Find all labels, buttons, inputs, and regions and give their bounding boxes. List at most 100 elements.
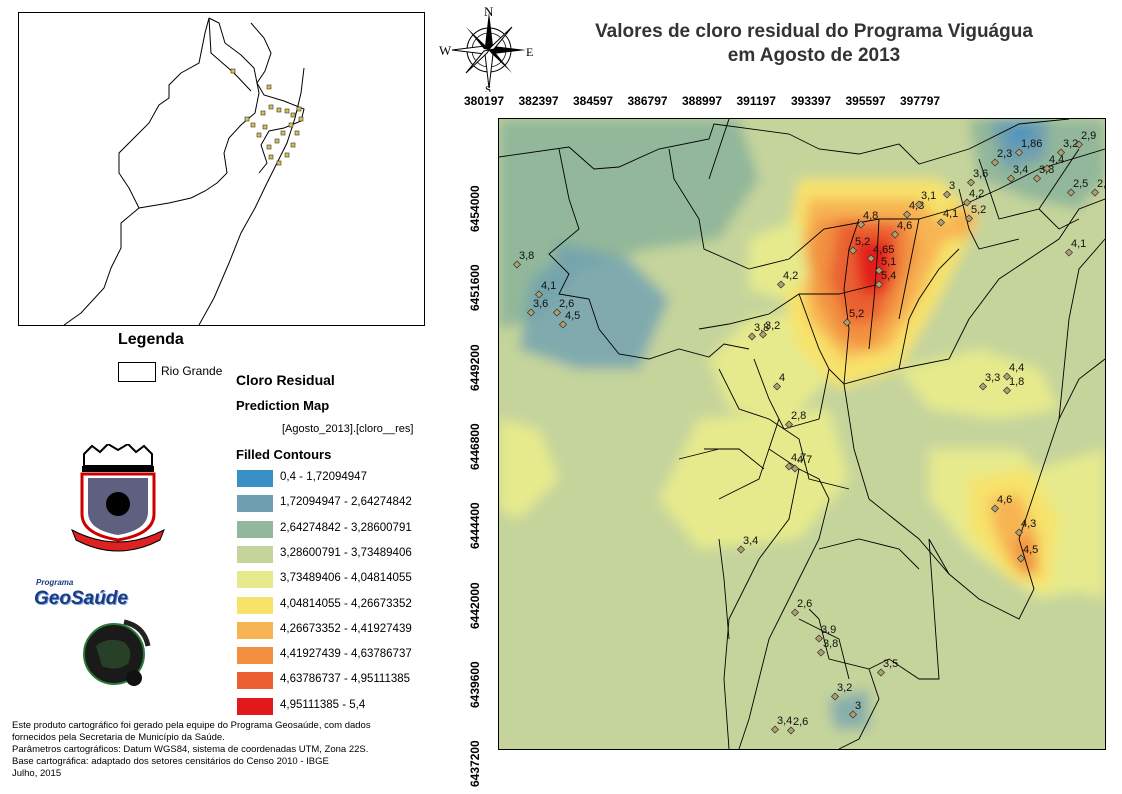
sample-point-label: 4,3 bbox=[1021, 518, 1036, 530]
sample-point-marker bbox=[1006, 174, 1016, 183]
layer-subtitle: Prediction Map bbox=[236, 398, 330, 413]
sample-point-marker bbox=[1064, 248, 1074, 257]
sample-point-marker bbox=[534, 290, 544, 299]
sample-point-label: 5,2 bbox=[849, 308, 864, 320]
sample-point-marker bbox=[936, 218, 946, 227]
geosaude-logo-text: GeoSaúde bbox=[34, 588, 128, 609]
sample-point-marker bbox=[848, 710, 858, 719]
sample-point-marker bbox=[942, 190, 952, 199]
sample-point-marker bbox=[1074, 140, 1084, 149]
sample-point-label: 4,7 bbox=[791, 452, 806, 464]
sample-point-marker bbox=[784, 420, 794, 429]
sample-point-marker bbox=[814, 634, 824, 643]
sample-point-marker bbox=[966, 178, 976, 187]
compass-rose-icon: N S W E bbox=[438, 2, 542, 96]
prediction-map-svg: 3,84,13,6 2,64,53,83,24,242,84,74,73,42,6… bbox=[499, 119, 1105, 749]
legend-swatch bbox=[237, 545, 273, 563]
sample-point-marker bbox=[552, 308, 562, 317]
sample-point-label: 4,1 bbox=[541, 280, 556, 292]
x-tick-label: 386797 bbox=[627, 94, 668, 108]
x-tick-label: 384597 bbox=[573, 94, 614, 108]
sample-point-label: 5,2 bbox=[971, 204, 986, 216]
legend-swatch bbox=[237, 495, 273, 513]
sample-point-label: 3,4 bbox=[743, 535, 758, 547]
legend-class-label: 4,26673352 - 4,41927439 bbox=[280, 622, 412, 635]
x-tick-label: 382397 bbox=[518, 94, 559, 108]
sample-point-marker bbox=[770, 725, 780, 734]
sample-point-marker bbox=[1056, 148, 1066, 157]
sample-point-label: 2,5 bbox=[1097, 178, 1105, 190]
sample-point-marker bbox=[1016, 554, 1026, 563]
sample-point-label: 4,6 bbox=[897, 220, 912, 232]
sample-point-label: 4,1 bbox=[943, 208, 958, 220]
sample-point-label: 3,2 bbox=[1063, 138, 1078, 150]
sample-point-label: 3 bbox=[949, 180, 955, 192]
inset-locator-map bbox=[18, 12, 425, 326]
legend-swatch bbox=[237, 470, 273, 487]
boundary-legend-swatch bbox=[118, 362, 156, 382]
sample-point-label: 2,3 bbox=[997, 148, 1012, 160]
municipal-coat-of-arms-logo bbox=[68, 442, 168, 556]
sample-point-label: 3,8 bbox=[519, 250, 534, 262]
prediction-map: 3,8 4,1 3,6 2,6 4,5 3,8 3,2 4,2 4 2,8 4,7 4,7 3,4 2,6… bbox=[498, 118, 1106, 750]
legend-class-label: 0,4 - 1,72094947 bbox=[280, 471, 367, 483]
credits-line: fornecidos pela Secretaria de Município … bbox=[12, 732, 225, 743]
sample-point-label: 5,2 bbox=[855, 236, 870, 248]
legend-class-label: 2,64274842 - 3,28600791 bbox=[280, 521, 412, 534]
sample-point-label: 1,8 bbox=[1009, 376, 1024, 388]
legend-class-label: 3,28600791 - 3,73489406 bbox=[280, 546, 412, 559]
sample-point-marker bbox=[786, 726, 796, 735]
legend-swatch bbox=[237, 672, 273, 690]
contour-surface bbox=[499, 119, 1105, 749]
credits-line: Este produto cartográfico foi gerado pel… bbox=[12, 720, 371, 731]
layer-title: Cloro Residual bbox=[236, 372, 335, 388]
sample-point-marker bbox=[876, 668, 886, 677]
sample-point-label: 3,4 bbox=[777, 715, 792, 727]
sample-point-label: 4,65 bbox=[873, 244, 894, 256]
legend-swatch bbox=[237, 647, 273, 665]
geosaude-logo-top-text: Programa bbox=[36, 578, 74, 587]
inset-coast-line bbox=[198, 67, 305, 326]
sample-point-marker bbox=[990, 504, 1000, 513]
sample-point-marker bbox=[964, 214, 974, 223]
y-tick-label: 6439600 bbox=[468, 661, 482, 708]
sample-point-label: 3,4 bbox=[1013, 164, 1028, 176]
sample-point-label: 5,4 bbox=[881, 270, 896, 282]
x-tick-label: 397797 bbox=[900, 94, 941, 108]
sample-point-marker bbox=[790, 464, 800, 473]
sample-point-marker bbox=[558, 320, 568, 329]
sample-point-label: 4,4 bbox=[1009, 362, 1024, 374]
legend-class-label: 4,41927439 - 4,63786737 bbox=[280, 648, 412, 661]
credits-line: Julho, 2015 bbox=[12, 768, 62, 779]
contours-title: Filled Contours bbox=[236, 447, 332, 462]
legend-class-label: 3,73489406 - 4,04814055 bbox=[280, 572, 412, 585]
sample-point-marker bbox=[830, 692, 840, 701]
sample-point-marker bbox=[526, 308, 536, 317]
sample-point-label: 5,1 bbox=[881, 256, 896, 268]
legend-swatch bbox=[237, 571, 273, 589]
sample-point-marker bbox=[1002, 372, 1012, 381]
map-title-line2: em Agosto de 2013 bbox=[727, 45, 901, 66]
legend-swatch bbox=[237, 621, 273, 639]
sample-point-marker bbox=[874, 266, 884, 275]
sample-point-marker bbox=[1032, 174, 1042, 183]
sample-point-marker bbox=[1014, 528, 1024, 537]
legend-swatch bbox=[237, 596, 273, 614]
sample-point-label: 3,6 bbox=[973, 168, 988, 180]
sample-point-marker bbox=[990, 158, 1000, 167]
sample-point-marker bbox=[736, 545, 746, 554]
sample-point-marker bbox=[1066, 188, 1076, 197]
x-tick-label: 380197 bbox=[464, 94, 505, 108]
sample-point-label: 3,1 bbox=[921, 190, 936, 202]
sample-point-label: 4,2 bbox=[783, 270, 798, 282]
sample-point-marker bbox=[1090, 188, 1100, 197]
y-tick-label: 6437200 bbox=[468, 740, 482, 788]
inset-municipality-outline bbox=[63, 17, 260, 326]
sample-point-label: 2,5 bbox=[1073, 178, 1088, 190]
sample-point-label: 3,2 bbox=[765, 320, 780, 332]
x-tick-label: 393397 bbox=[791, 94, 832, 108]
map-title: Valores de cloro residual do Programa Vi… bbox=[540, 20, 1088, 68]
sample-point-label: 4,7 bbox=[797, 454, 812, 466]
sample-point-marker bbox=[1014, 148, 1024, 157]
legend-class-label: 4,63786737 - 4,95111385 bbox=[280, 673, 411, 686]
